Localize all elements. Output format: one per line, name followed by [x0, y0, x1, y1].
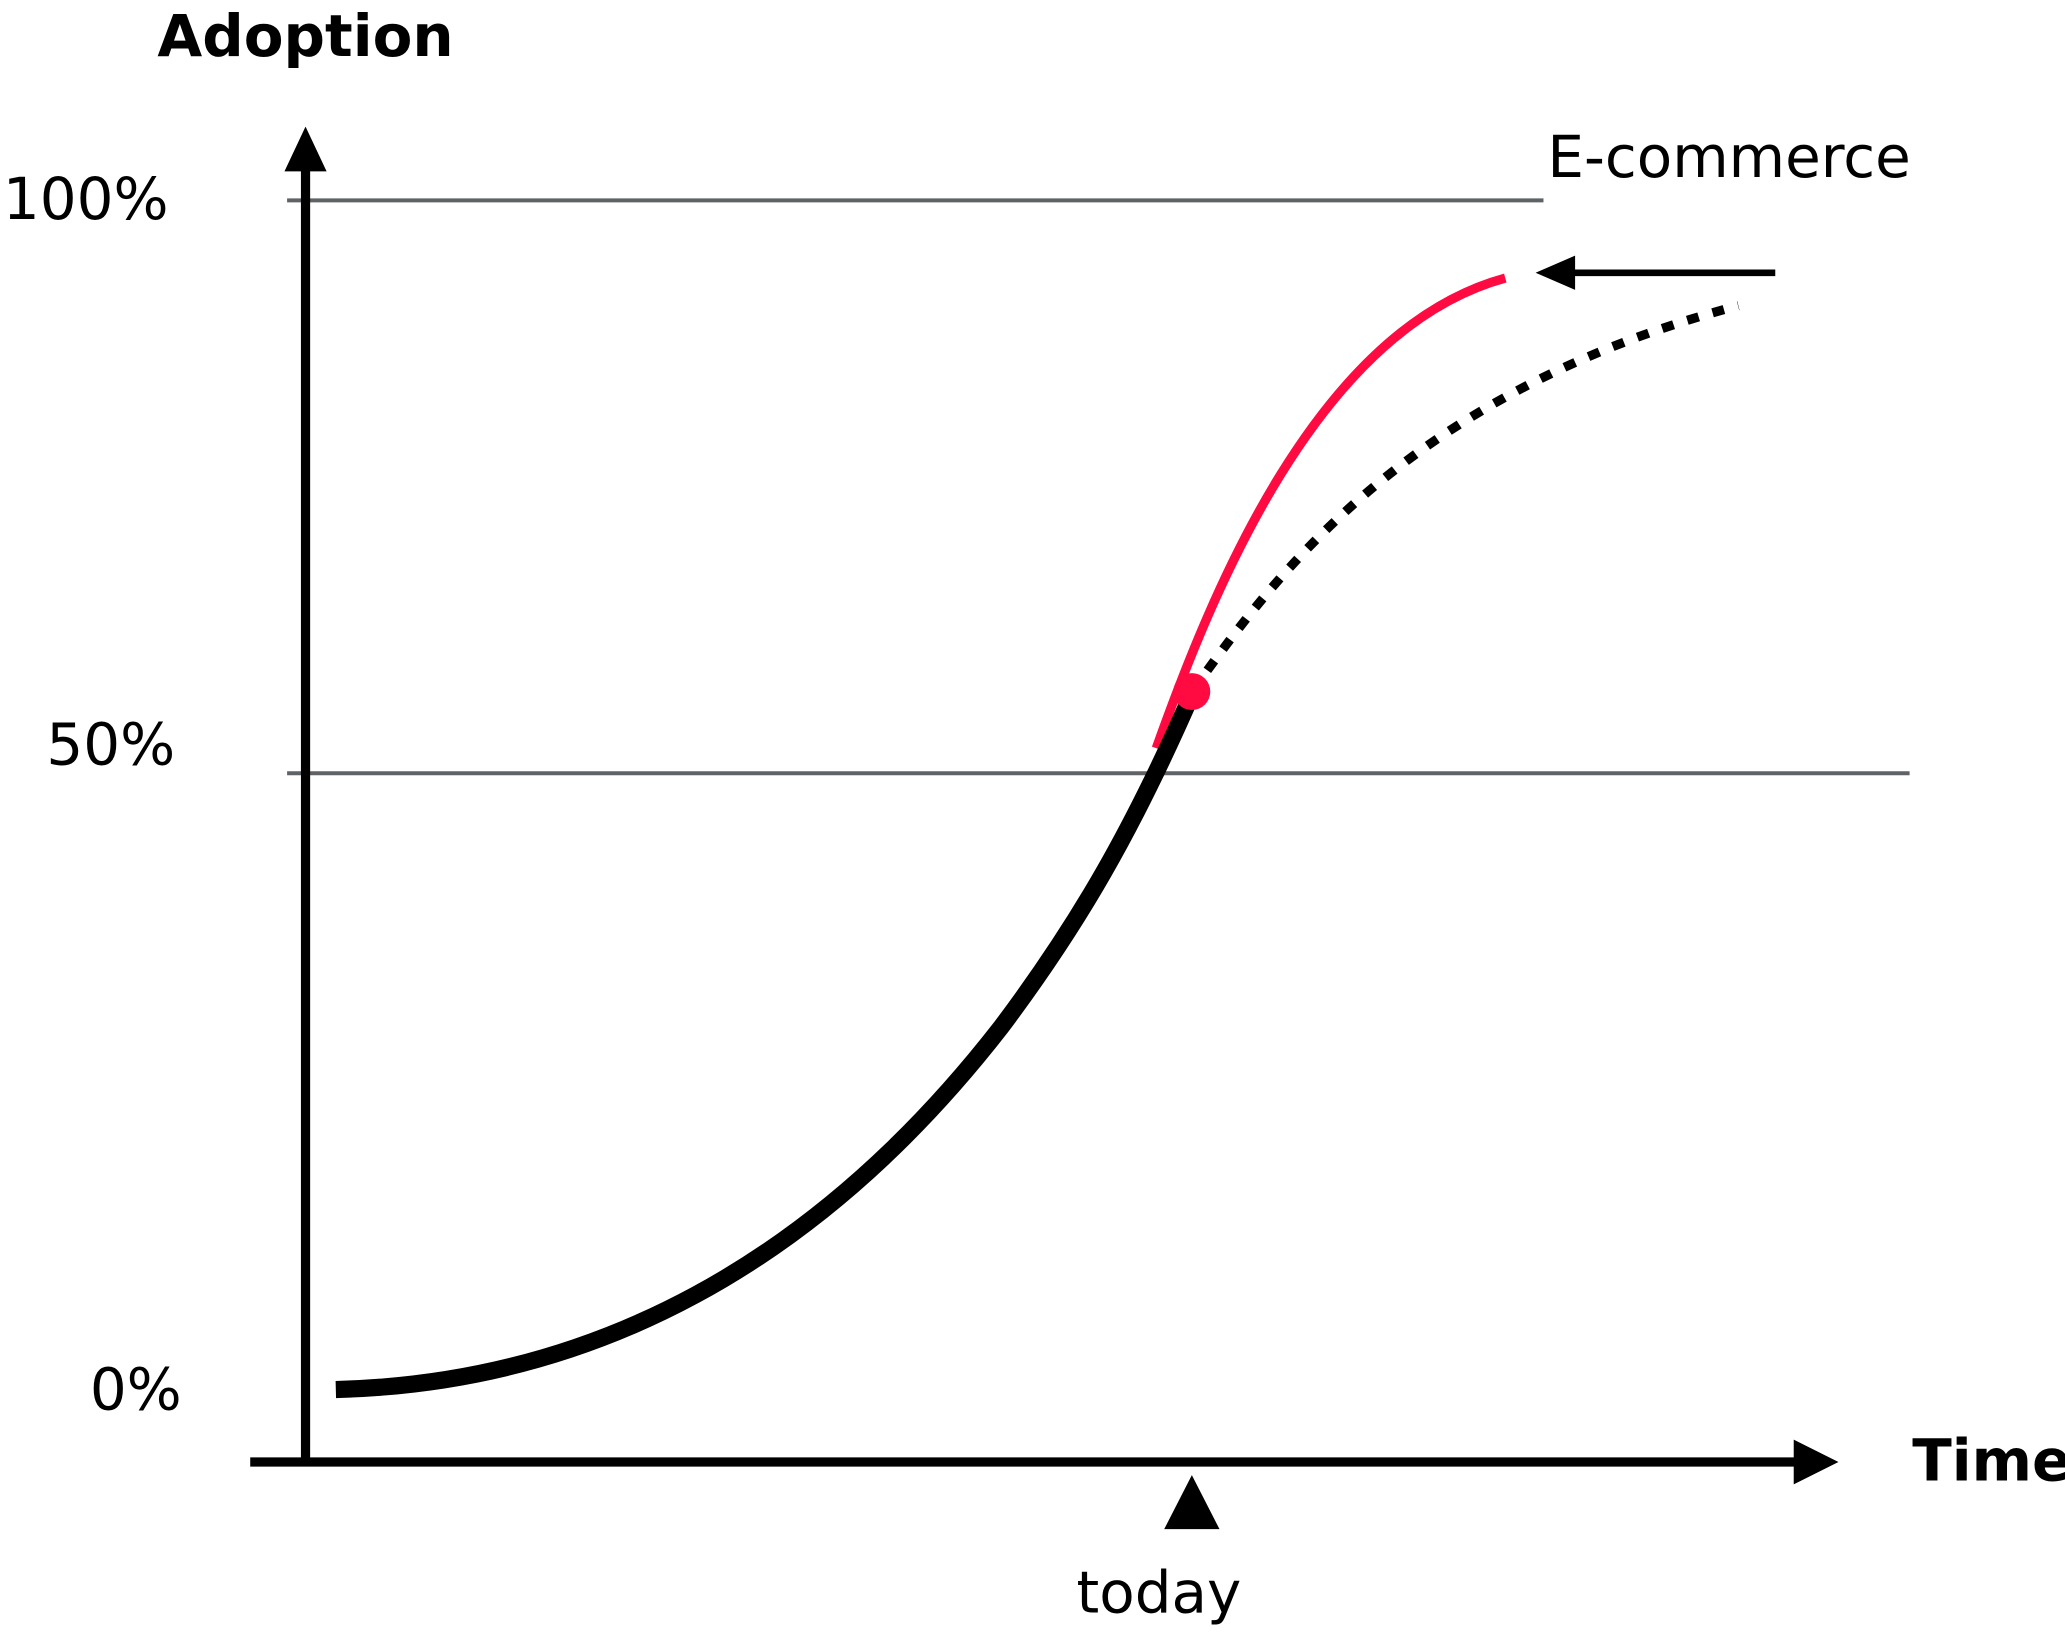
annotation: E-commerce [1547, 123, 1910, 191]
accelerated-curve [1151, 273, 1507, 750]
y-tick-label: 0% [90, 1356, 182, 1424]
y-tick-label: 100% [3, 165, 169, 233]
y-tick-label: 50% [46, 710, 175, 778]
y-axis-title: Adoption [157, 2, 453, 70]
historical-curve [335, 690, 1200, 1399]
x-axis-arrow [1793, 1439, 1839, 1485]
expected-curve [1188, 301, 1740, 695]
y-axis-arrow [284, 126, 327, 172]
shift-arrow-head [1535, 255, 1576, 290]
today-marker [1164, 1475, 1220, 1530]
today-point [1173, 673, 1211, 711]
x-axis-title: Time [1912, 1427, 2065, 1495]
today-label: today [1077, 1558, 1242, 1626]
